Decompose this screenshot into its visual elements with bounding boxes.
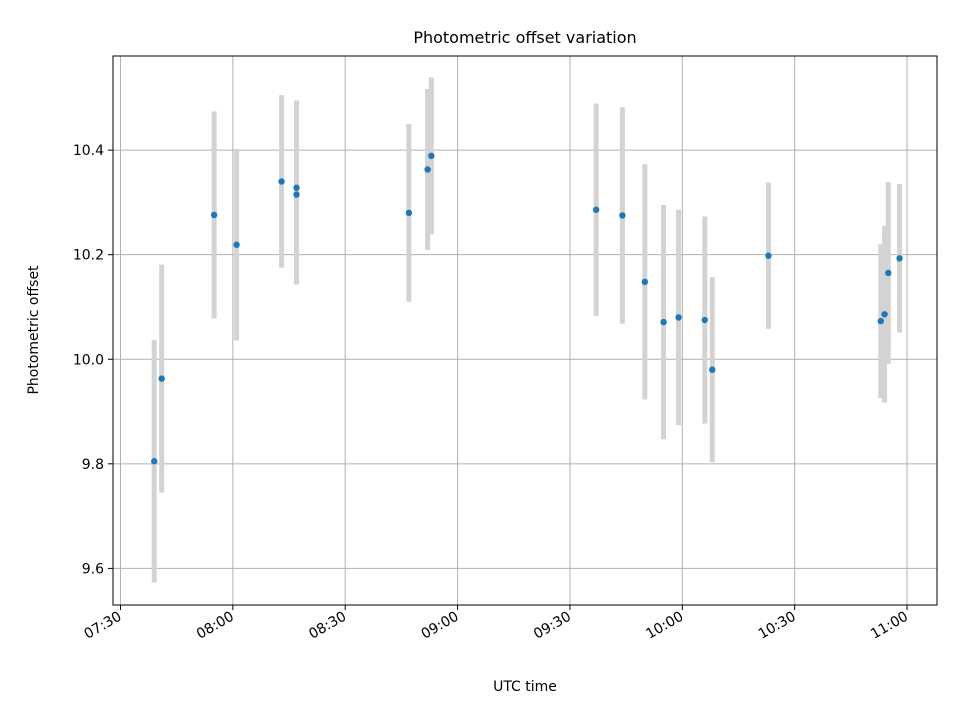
chart-title: Photometric offset variation	[413, 28, 636, 47]
data-point	[701, 316, 708, 324]
data-point	[158, 375, 165, 382]
plot-frame	[112, 55, 938, 606]
data-point	[428, 152, 435, 160]
y-axis-label: Photometric offset	[26, 265, 42, 395]
x-axis-label: UTC time	[493, 679, 557, 695]
data-point	[405, 209, 413, 217]
data-point	[151, 458, 158, 465]
data-point	[210, 211, 218, 219]
y-tick-label: 10.0	[73, 352, 104, 368]
data-point	[896, 255, 903, 262]
data-point	[765, 252, 772, 259]
y-tick-label: 9.6	[82, 561, 104, 577]
plot-area-background	[113, 56, 937, 605]
data-point	[278, 178, 285, 185]
y-tick-label: 10.4	[73, 143, 104, 159]
data-point	[424, 166, 431, 173]
data-point	[233, 241, 240, 248]
data-point	[293, 184, 300, 191]
data-point	[709, 366, 716, 373]
y-tick-label: 10.2	[73, 248, 104, 264]
data-point	[881, 311, 888, 318]
data-point	[293, 191, 300, 198]
data-point	[660, 318, 667, 326]
data-point	[675, 314, 682, 321]
y-tick-label: 9.8	[82, 457, 104, 473]
data-point	[641, 278, 649, 286]
data-point	[592, 206, 600, 213]
data-point	[877, 317, 885, 325]
data-point	[885, 269, 892, 277]
point-layer	[151, 152, 903, 465]
data-point	[619, 212, 626, 219]
grid-layer	[113, 56, 937, 605]
